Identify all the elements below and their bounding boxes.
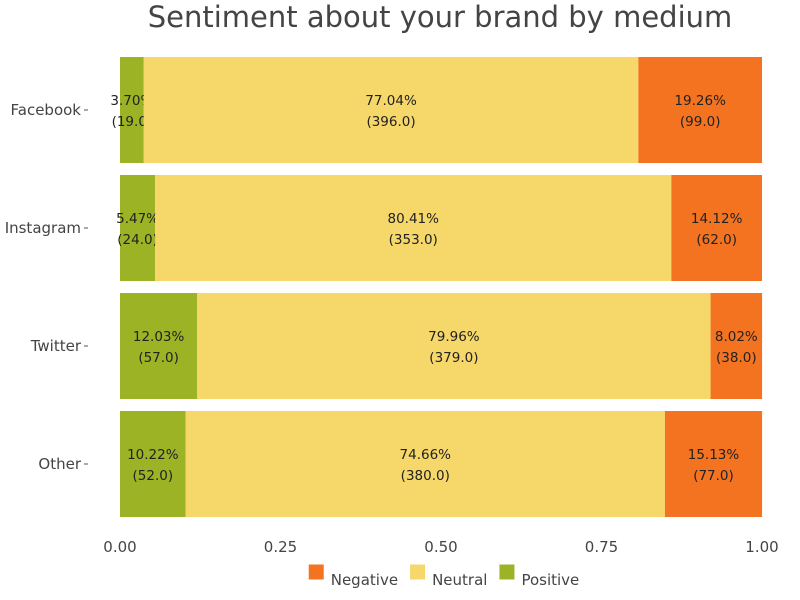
x-axis: 0.00 0.25 0.50 0.75 1.00 — [103, 538, 778, 556]
chart-title: Sentiment about your brand by medium — [148, 0, 733, 34]
bar-label-percent-facebook-neutral: 77.04% — [365, 93, 417, 109]
legend-item-negative: Negative — [308, 564, 398, 589]
bar-facebook-neutral — [143, 57, 639, 163]
bar-label-percent-instagram-neutral: 80.41% — [387, 211, 439, 227]
category-axis: Facebook Instagram Twitter Other — [5, 101, 88, 473]
legend-swatch-positive — [499, 564, 515, 580]
bar-label-percent-twitter-positive: 12.03% — [133, 329, 185, 345]
bar-twitter-positive — [120, 293, 198, 399]
bar-facebook-negative — [638, 57, 762, 163]
x-tick-label: 0.25 — [264, 538, 297, 556]
category-label-instagram: Instagram — [5, 219, 81, 237]
bar-label-count-other-neutral: (380.0) — [401, 468, 450, 484]
x-tick-label: 1.00 — [745, 538, 778, 556]
legend-label-negative: Negative — [331, 571, 398, 589]
legend-swatch-neutral — [410, 564, 426, 580]
bar-label-count-instagram-positive: (24.0) — [117, 232, 158, 248]
bar-label-count-other-negative: (77.0) — [693, 468, 734, 484]
bar-label-percent-twitter-negative: 8.02% — [715, 329, 758, 345]
legend-item-neutral: Neutral — [410, 564, 487, 589]
bar-label-count-other-positive: (52.0) — [133, 468, 174, 484]
bar-label-percent-other-neutral: 74.66% — [400, 447, 452, 463]
bar-label-percent-facebook-positive: 3.70% — [110, 93, 153, 109]
bar-twitter-negative — [710, 293, 763, 399]
legend-label-positive: Positive — [521, 571, 579, 589]
bar-instagram-neutral — [155, 175, 672, 281]
x-tick-label: 0.00 — [103, 538, 136, 556]
bar-other-positive — [120, 411, 186, 517]
legend: Negative Neutral Positive — [308, 564, 579, 589]
bar-instagram-negative — [671, 175, 762, 281]
category-label-other: Other — [38, 455, 81, 473]
bar-other-negative — [664, 411, 763, 517]
bar-label-count-facebook-neutral: (396.0) — [366, 114, 415, 130]
legend-swatch-negative — [308, 564, 324, 580]
bar-label-count-instagram-neutral: (353.0) — [389, 232, 438, 248]
bar-label-percent-other-positive: 10.22% — [127, 447, 179, 463]
bar-label-percent-twitter-neutral: 79.96% — [428, 329, 480, 345]
bar-twitter-neutral — [197, 293, 711, 399]
category-label-twitter: Twitter — [30, 337, 82, 355]
bar-instagram-positive — [120, 175, 156, 281]
bar-label-count-twitter-negative: (38.0) — [716, 350, 757, 366]
bar-label-count-instagram-negative: (62.0) — [696, 232, 737, 248]
bar-label-percent-other-negative: 15.13% — [688, 447, 740, 463]
bar-label-count-twitter-positive: (57.0) — [138, 350, 179, 366]
bar-label-percent-instagram-negative: 14.12% — [691, 211, 743, 227]
legend-label-neutral: Neutral — [432, 571, 487, 589]
bar-label-percent-instagram-positive: 5.47% — [116, 211, 159, 227]
bar-facebook-positive — [120, 57, 144, 163]
bar-label-count-facebook-negative: (99.0) — [680, 114, 721, 130]
x-tick-label: 0.50 — [424, 538, 457, 556]
legend-item-positive: Positive — [499, 564, 579, 589]
x-tick-label: 0.75 — [585, 538, 618, 556]
bar-label-percent-facebook-negative: 19.26% — [674, 93, 726, 109]
bar-label-count-twitter-neutral: (379.0) — [429, 350, 478, 366]
category-label-facebook: Facebook — [11, 101, 82, 119]
bar-label-count-facebook-positive: (19.0) — [112, 114, 153, 130]
bars-group: 3.70% (19.0) 77.04% (396.0) 19.26% (99.0) 5.47… — [110, 57, 763, 517]
bar-other-neutral — [185, 411, 665, 517]
